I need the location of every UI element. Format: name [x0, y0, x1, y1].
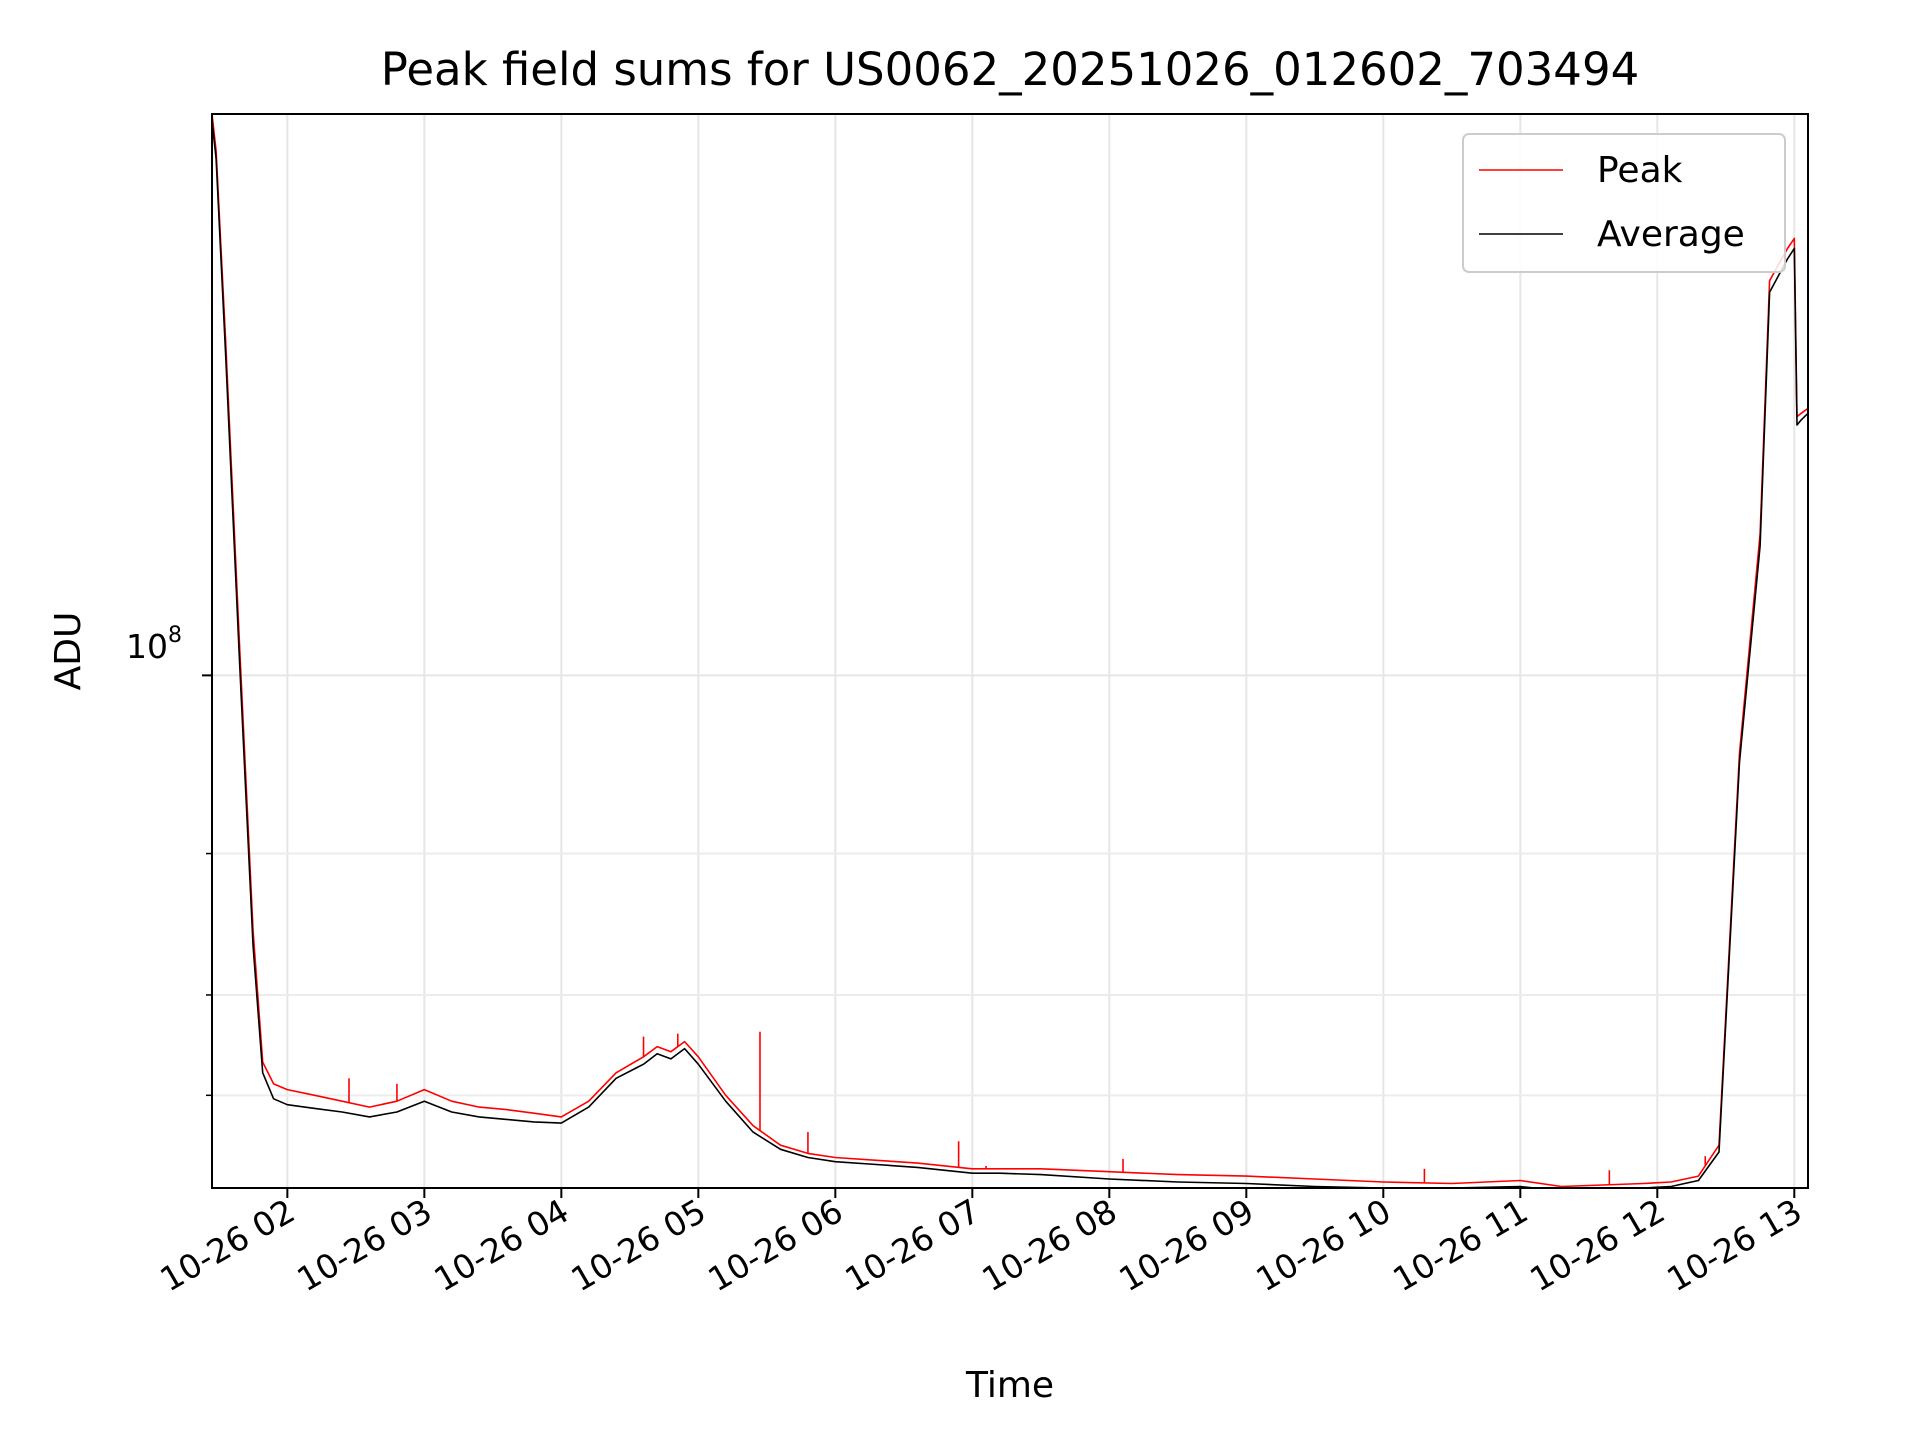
plot-frame [211, 113, 1809, 1189]
plot-background [212, 114, 1808, 1188]
series-peak [212, 114, 1808, 1188]
y-tick-label-base: 10 [126, 627, 168, 666]
series-line [212, 120, 1808, 1188]
legend-label-peak: Peak [1597, 150, 1683, 191]
x-axis-label: Time [965, 1365, 1054, 1406]
y-tick-label-exponent: 8 [168, 623, 182, 648]
series-line [212, 114, 1808, 1188]
y-axis: 108 [126, 623, 212, 1097]
legend: Peak Average [1462, 133, 1786, 273]
series-average [212, 120, 1808, 1188]
legend-label-average: Average [1597, 214, 1745, 255]
legend-box [1462, 133, 1786, 273]
series-layer [212, 114, 1808, 1188]
chart-title: Peak field sums for US0062_20251026_0126… [381, 43, 1639, 96]
grid [212, 114, 1808, 1188]
plot-area [211, 113, 1809, 1189]
y-tick-label-1e8: 108 [126, 623, 182, 666]
y-axis-label: ADU [48, 612, 89, 691]
